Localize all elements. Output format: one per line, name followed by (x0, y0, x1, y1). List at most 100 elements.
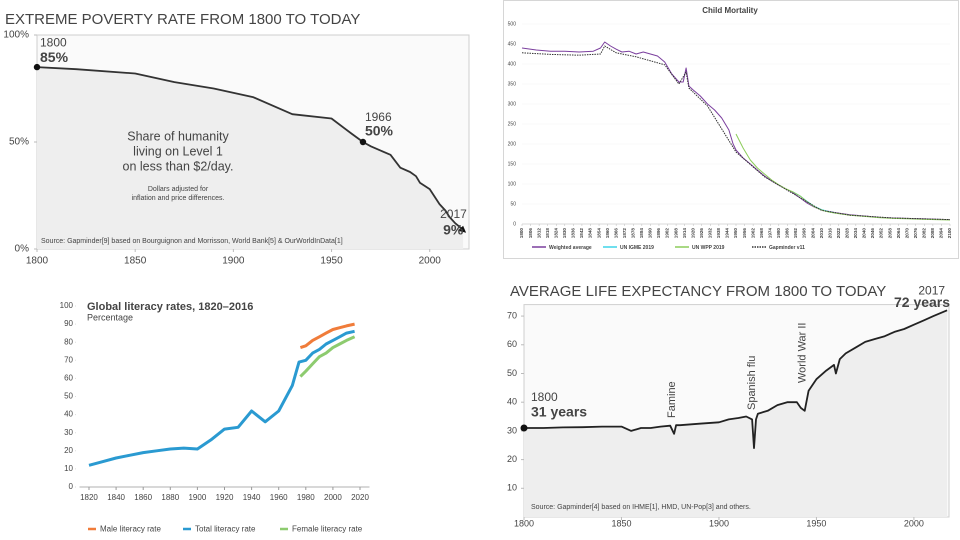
legend-label: Total literacy rate (195, 525, 256, 534)
x-tick-label: 1900 (709, 518, 729, 528)
legend-label: Gapminder v11 (769, 245, 805, 251)
x-tick-label: 1800 (519, 228, 524, 239)
x-tick-label: 2022 (836, 228, 841, 239)
y-tick-label: 450 (508, 41, 517, 47)
x-tick-label: 1950 (806, 518, 826, 528)
y-tick-label: 0 (513, 221, 516, 227)
x-tick-label: 1962 (750, 228, 755, 239)
marker-dot (33, 63, 41, 71)
x-tick-label: 2000 (904, 518, 924, 528)
y-tick-label: 80 (64, 337, 73, 346)
y-tick-label: 20 (64, 446, 73, 455)
x-tick-label: 1824 (553, 228, 558, 239)
x-tick-label: 1850 (611, 518, 631, 528)
y-tick-label: 50 (64, 392, 73, 401)
legend-label: UN IGME 2019 (620, 245, 654, 251)
annotation-label: 50% (365, 123, 394, 139)
x-tick-label: 1820 (80, 493, 98, 502)
y-tick-label: 50 (510, 201, 516, 207)
y-tick-label: 100 (60, 301, 74, 310)
chart-title: AVERAGE LIFE EXPECTANCY FROM 1800 TO TOD… (510, 283, 886, 300)
x-tick-label: 1908 (673, 228, 678, 239)
x-tick-label: 2000 (324, 493, 342, 502)
x-tick-label: 1938 (716, 228, 721, 239)
x-tick-label: 1842 (579, 228, 584, 239)
line (299, 322, 355, 350)
x-tick-label: 2100 (947, 228, 952, 239)
x-tick-label: 1974 (767, 228, 772, 239)
x-tick-label: 1926 (699, 228, 704, 239)
x-tick-label: 1854 (596, 228, 601, 239)
x-tick-label: 2070 (904, 228, 909, 239)
x-tick-label: 1800 (514, 518, 534, 528)
marker-dot (520, 424, 528, 432)
x-tick-label: 1884 (639, 228, 644, 239)
line (524, 309, 948, 449)
annotation-year: 2017 (440, 207, 467, 221)
panel-frame (503, 0, 959, 259)
x-tick-label: 1800 (26, 256, 49, 267)
y-tick-label: 250 (508, 121, 517, 127)
y-tick-label: 40 (507, 397, 517, 407)
x-tick-label: 1840 (107, 493, 125, 502)
x-tick-label: 1872 (622, 228, 627, 239)
y-tick-label: 30 (507, 425, 517, 435)
x-tick-label: 1968 (759, 228, 764, 239)
y-tick-label: 0% (15, 244, 30, 255)
x-tick-label: 1920 (690, 228, 695, 239)
x-tick-label: 2028 (844, 228, 849, 239)
annotation-year: 2017 (918, 284, 945, 298)
x-tick-label: 1878 (630, 228, 635, 239)
y-tick-label: 40 (64, 410, 73, 419)
x-tick-label: 1896 (656, 228, 661, 239)
source: Source: Gapminder[9] based on Bourguigno… (41, 238, 343, 245)
x-tick-label: 2088 (930, 228, 935, 239)
y-tick-label: 50 (507, 368, 517, 378)
legend-label: Male literacy rate (100, 525, 161, 534)
annotation-year: 1800 (40, 35, 67, 49)
x-tick-label: 2040 (862, 228, 867, 239)
x-tick-label: 1940 (243, 493, 261, 502)
line (521, 45, 951, 221)
x-tick-label: 1980 (776, 228, 781, 239)
y-tick-label: 70 (507, 310, 517, 320)
event-label: World War II (797, 322, 809, 383)
line (88, 329, 355, 467)
x-tick-label: 2046 (870, 228, 875, 239)
annotation-text: Share of humanity (127, 129, 229, 143)
area (524, 310, 948, 517)
y-tick-label: 70 (64, 355, 73, 364)
x-tick-label: 2064 (896, 228, 901, 239)
x-tick-label: 1956 (742, 228, 747, 239)
x-tick-label: 1950 (733, 228, 738, 239)
x-tick-label: 2004 (810, 228, 815, 239)
x-tick-label: 2034 (853, 228, 858, 239)
x-tick-label: 1902 (665, 228, 670, 239)
y-tick-label: 10 (64, 464, 73, 473)
y-tick-label: 20 (507, 454, 517, 464)
area (37, 67, 464, 249)
event-label: Spanish flu (746, 356, 758, 410)
x-tick-label: 2076 (913, 228, 918, 239)
note: Dollars adjusted for (148, 186, 209, 193)
annotation-year: 1966 (365, 110, 392, 124)
x-tick-label: 1818 (545, 228, 550, 239)
x-tick-label: 1890 (648, 228, 653, 239)
source: Source: Gapminder[4] based on IHME[1], H… (531, 504, 751, 511)
x-tick-label: 1944 (725, 228, 730, 239)
y-tick-label: 500 (508, 21, 517, 27)
x-tick-label: 2058 (887, 228, 892, 239)
y-tick-label: 60 (507, 339, 517, 349)
legend-label: Female literacy rate (292, 525, 363, 534)
annotation-label: 85% (40, 49, 69, 65)
legend-label: Weighted average (549, 245, 592, 251)
y-tick-label: 200 (508, 141, 517, 147)
x-tick-label: 1950 (320, 256, 343, 267)
x-tick-label: 1900 (222, 256, 245, 267)
x-tick-label: 2016 (827, 228, 832, 239)
y-tick-label: 400 (508, 61, 517, 67)
chart-title: EXTREME POVERTY RATE FROM 1800 TO TODAY (5, 11, 360, 28)
x-tick-label: 1980 (297, 493, 315, 502)
x-tick-label: 2052 (879, 228, 884, 239)
y-tick-label: 30 (64, 428, 73, 437)
